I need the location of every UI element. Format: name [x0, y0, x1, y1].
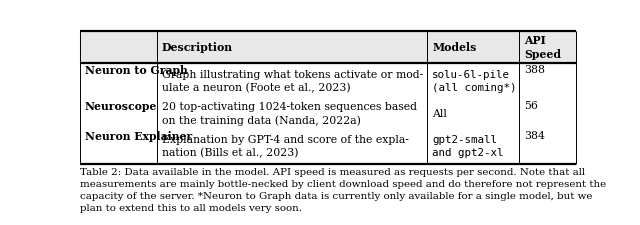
Text: gpt2-small
and gpt2-xl: gpt2-small and gpt2-xl — [432, 135, 504, 158]
Text: Neuroscope: Neuroscope — [85, 101, 157, 112]
Text: Explanation by GPT-4 and score of the expla-
nation (Bills et al., 2023): Explanation by GPT-4 and score of the ex… — [162, 135, 409, 158]
Text: 384: 384 — [524, 131, 545, 141]
Text: Table 2: Data available in the model. API speed is measured as requests per seco: Table 2: Data available in the model. AP… — [80, 168, 606, 213]
Text: Models: Models — [432, 42, 477, 53]
Bar — [80, 31, 576, 63]
Text: 388: 388 — [524, 65, 545, 75]
Text: 56: 56 — [524, 101, 538, 111]
Text: API
Speed: API Speed — [524, 35, 561, 60]
Text: Neuron Explainer: Neuron Explainer — [85, 131, 192, 142]
Text: Description: Description — [162, 42, 233, 53]
Text: All: All — [432, 109, 447, 119]
Text: 20 top-activating 1024-token sequences based
on the training data (Nanda, 2022a): 20 top-activating 1024-token sequences b… — [162, 102, 417, 126]
Text: solu-6l-pile
(all coming*): solu-6l-pile (all coming*) — [432, 70, 516, 92]
Text: Neuron to Graph: Neuron to Graph — [85, 65, 188, 76]
Text: Graph illustrating what tokens activate or mod-
ulate a neuron (Foote et al., 20: Graph illustrating what tokens activate … — [162, 70, 423, 93]
